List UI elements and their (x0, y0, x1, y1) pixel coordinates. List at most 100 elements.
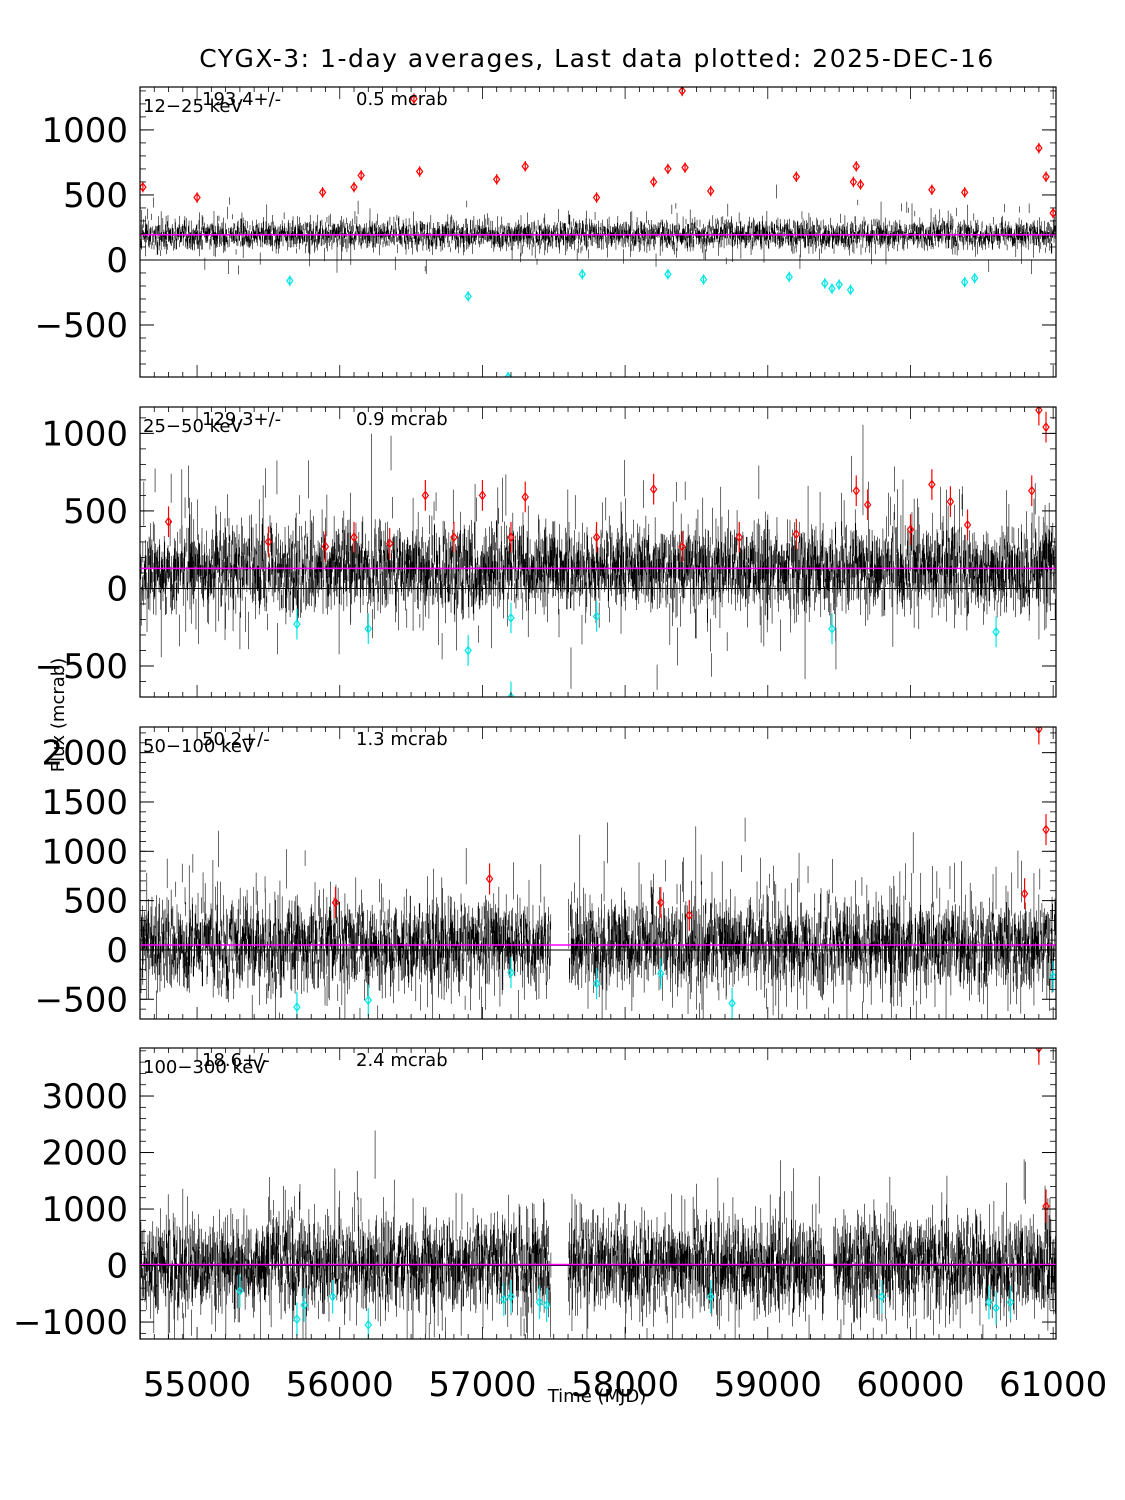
y-tick-label: −500 (35, 647, 128, 687)
high-flux-point (960, 187, 969, 198)
y-tick-label: −500 (35, 306, 128, 346)
low-flux-point (542, 1288, 551, 1322)
y-tick-label: 0 (106, 931, 128, 971)
high-flux-point (928, 469, 936, 500)
low-flux-point (657, 958, 665, 990)
low-flux-point (970, 272, 979, 284)
low-flux-point (236, 1274, 244, 1308)
high-flux-point (410, 93, 418, 104)
low-flux-point (985, 1285, 993, 1320)
panel-3-data (140, 727, 1056, 1019)
high-flux-point (421, 480, 430, 511)
low-flux-point (706, 1279, 715, 1314)
low-flux-point (364, 984, 373, 1016)
y-tick-label: 0 (106, 1247, 128, 1287)
x-tick-label: 58000 (571, 1365, 679, 1405)
high-flux-point (592, 192, 601, 203)
panel-2-data (140, 407, 1056, 697)
high-flux-point (664, 163, 672, 175)
high-flux-point (140, 206, 141, 210)
high-flux-point (928, 184, 936, 196)
low-flux-point (785, 271, 793, 283)
panel-frame (139, 406, 1057, 698)
high-flux-point (485, 863, 494, 895)
y-tick-label: 2000 (41, 734, 128, 774)
high-flux-point (963, 509, 972, 541)
low-flux-point (507, 1279, 515, 1314)
low-flux-point (507, 957, 515, 989)
energy-band-label: 12−25 keV (143, 96, 243, 117)
y-axis-label: Flux (mcrab) (48, 658, 69, 772)
energy-band-label: 25−50 keV (143, 416, 243, 437)
y-tick-label: −500 (35, 980, 128, 1020)
high-flux-point (1049, 207, 1056, 219)
high-flux-point (321, 531, 330, 562)
y-tick-label: 500 (63, 882, 128, 922)
high-flux-point (140, 181, 147, 193)
chart-title: CYGX-3: 1-day averages, Last data plotte… (199, 44, 995, 73)
high-flux-point (164, 506, 173, 538)
y-tick-label: −1000 (13, 1303, 128, 1343)
high-flux-point (1035, 142, 1043, 154)
high-flux-point (856, 179, 865, 190)
error-bars (140, 184, 1056, 275)
high-flux-point (906, 514, 915, 545)
low-flux-point (835, 279, 843, 290)
y-tick-label: 2000 (41, 1134, 128, 1174)
x-tick-label: 55000 (143, 1365, 251, 1405)
low-flux-point (992, 1291, 1000, 1325)
high-flux-point (678, 531, 686, 562)
high-flux-point (649, 473, 658, 505)
low-flux-point (878, 1279, 886, 1314)
low-flux-point (507, 681, 515, 697)
high-flux-point (592, 521, 601, 553)
low-flux-point (592, 967, 601, 1000)
error-bars (140, 817, 1056, 1019)
high-flux-point (385, 528, 394, 559)
low-flux-point (960, 276, 969, 288)
low-flux-point (992, 616, 1000, 648)
high-flux-point (1042, 171, 1050, 182)
high-flux-point (264, 526, 273, 558)
low-flux-point (464, 635, 472, 666)
x-tick-label: 61000 (999, 1365, 1107, 1405)
high-flux-point (792, 518, 801, 550)
low-flux-point (828, 283, 836, 294)
high-flux-point (350, 181, 358, 193)
panel-1-data (140, 87, 1056, 377)
low-flux-point (728, 987, 736, 1019)
low-flux-point (828, 613, 836, 645)
high-flux-point (1027, 475, 1036, 507)
high-flux-point (863, 489, 872, 521)
high-flux-point (706, 185, 715, 197)
mean-value-label: 129.3+/- (202, 409, 281, 430)
low-flux-point (535, 1285, 544, 1320)
y-tick-label: 1000 (41, 414, 128, 454)
low-flux-point (300, 1288, 308, 1322)
mean-error-label: 1.3 mcrab (356, 729, 448, 750)
low-flux-point (504, 371, 512, 377)
high-flux-point (521, 161, 529, 172)
high-flux-point (357, 170, 365, 181)
panel-4-data (140, 1048, 1056, 1339)
high-flux-point (1020, 878, 1029, 910)
high-flux-point (946, 486, 955, 517)
high-flux-point (1042, 1189, 1050, 1223)
y-tick-label: 500 (63, 176, 128, 216)
low-flux-point (328, 1279, 337, 1314)
high-flux-point (521, 481, 529, 513)
low-flux-point (507, 602, 515, 634)
high-flux-point (478, 480, 487, 511)
low-flux-point (464, 291, 472, 302)
low-flux-point (699, 274, 708, 285)
y-tick-label: 3000 (41, 1077, 128, 1117)
x-axis-label: Time (MJD) (547, 1386, 647, 1407)
mean-error-label: 0.5 mcrab (356, 89, 448, 110)
low-flux-point (364, 613, 373, 645)
high-flux-point (507, 521, 515, 553)
